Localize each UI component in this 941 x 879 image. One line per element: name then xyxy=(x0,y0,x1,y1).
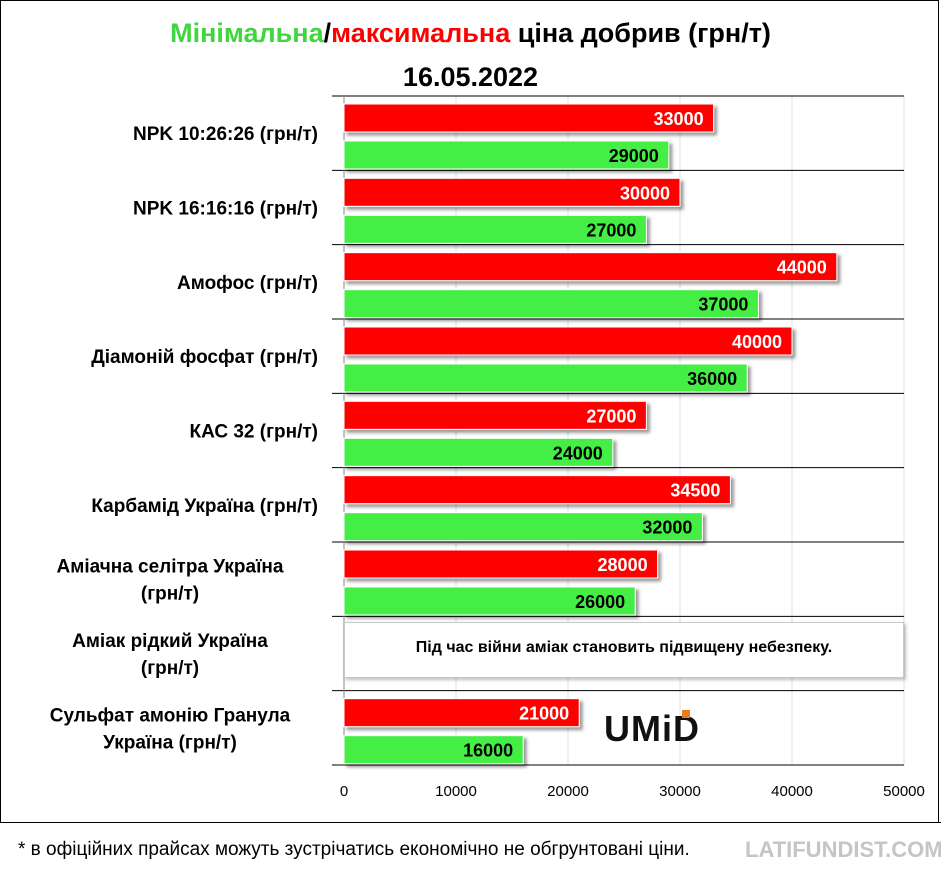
category-label-3: Діамоній фосфат (грн/т) xyxy=(91,347,318,368)
category-label-4: КАС 32 (грн/т) xyxy=(190,422,319,443)
bar-min-6 xyxy=(343,586,636,616)
watermark: LATIFUNDIST.COM xyxy=(745,837,941,862)
bar-min-5 xyxy=(343,512,703,542)
bar-max-1 xyxy=(343,177,681,207)
x-tick-label: 20000 xyxy=(547,783,589,800)
title-slash: / xyxy=(323,18,332,48)
data-label-min-4: 24000 xyxy=(553,443,603,463)
category-label-1: NPK 16:16:16 (грн/т) xyxy=(133,199,318,220)
x-tick-label: 50000 xyxy=(883,783,925,800)
data-label-max-2: 44000 xyxy=(777,258,827,278)
x-tick-label: 10000 xyxy=(435,783,477,800)
data-label-max-1: 30000 xyxy=(620,183,670,203)
category-label-7: (грн/т) xyxy=(141,658,199,679)
chart-date: 16.05.2022 xyxy=(402,62,539,92)
data-label-max-3: 40000 xyxy=(732,332,782,352)
category-label-2: Амофос (грн/т) xyxy=(177,273,318,294)
x-tick-label: 0 xyxy=(340,783,348,800)
category-label-6: Аміачна селітра Україна xyxy=(57,557,284,578)
title-max-part: максимальна xyxy=(331,18,511,48)
x-tick-label: 40000 xyxy=(771,783,813,800)
category-label-8: Україна (грн/т) xyxy=(103,732,237,753)
umid-logo: UMiD xyxy=(604,708,700,750)
bar-max-5 xyxy=(343,475,731,505)
category-label-5: Карбамід Україна (грн/т) xyxy=(91,496,318,517)
bar-max-3 xyxy=(343,326,793,356)
bar-max-2 xyxy=(343,252,838,282)
category-label-7: Аміак рідкий Україна xyxy=(72,631,268,652)
bar-min-1 xyxy=(343,214,647,244)
data-label-max-4: 27000 xyxy=(586,406,636,426)
category-label-0: NPK 10:26:26 (грн/т) xyxy=(133,124,318,145)
data-label-max-0: 33000 xyxy=(654,109,704,129)
data-label-max-6: 28000 xyxy=(598,555,648,575)
chart-title: Мінімальна/максимальна ціна добрив (грн/… xyxy=(0,18,941,49)
data-label-min-8: 16000 xyxy=(463,741,513,761)
bar-chart: 33000 30000 44000 40000 27000 34500 28000 21000… xyxy=(50,95,925,800)
ammonia-note: Під час війни аміак становить підвищену … xyxy=(344,622,904,678)
bar-max-4 xyxy=(343,400,647,430)
data-label-min-1: 27000 xyxy=(586,220,636,240)
data-label-min-0: 29000 xyxy=(609,146,659,166)
data-label-min-2: 37000 xyxy=(698,295,748,315)
bar-min-4 xyxy=(343,437,614,467)
footnote: * в офіційних прайсах можуть зустрічатис… xyxy=(18,839,690,860)
logo-dot-icon xyxy=(682,710,690,718)
bar-max-0 xyxy=(343,103,715,133)
data-label-min-6: 26000 xyxy=(575,592,625,612)
bar-max-6 xyxy=(343,549,659,579)
category-label-8: Сульфат амонію Гранула xyxy=(50,705,291,726)
bar-min-3 xyxy=(343,363,748,393)
data-label-max-8: 21000 xyxy=(519,704,569,724)
title-rest: ціна добрив (грн/т) xyxy=(510,18,771,48)
bar-max-8 xyxy=(343,698,580,728)
data-label-min-3: 36000 xyxy=(687,369,737,389)
bar-min-2 xyxy=(343,289,759,319)
data-label-max-5: 34500 xyxy=(670,481,720,501)
category-label-6: (грн/т) xyxy=(141,584,199,605)
x-tick-label: 30000 xyxy=(659,783,701,800)
bar-min-0 xyxy=(343,140,670,170)
data-label-min-5: 32000 xyxy=(642,518,692,538)
title-min-part: Мінімальна xyxy=(170,18,324,48)
footer: * в офіційних прайсах можуть зустрічатис… xyxy=(0,822,941,879)
bar-min-8 xyxy=(343,735,524,765)
